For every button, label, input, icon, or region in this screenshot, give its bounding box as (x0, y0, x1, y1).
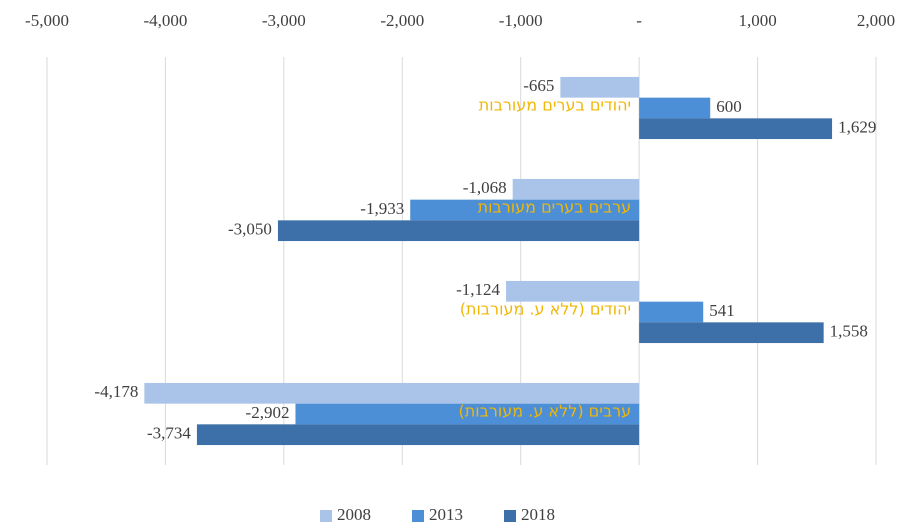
legend-swatch (412, 510, 424, 522)
bar (512, 178, 640, 200)
legend-swatch (320, 510, 332, 522)
data-label: 1,629 (838, 118, 876, 137)
data-label: -1,068 (463, 178, 507, 197)
bar (560, 76, 640, 98)
x-tick-label: -4,000 (143, 11, 187, 30)
x-tick-label: -2,000 (380, 11, 424, 30)
category-label: יהודים בערים מעורבות (479, 96, 631, 115)
bar (144, 382, 640, 404)
x-tick-label: -5,000 (25, 11, 69, 30)
bar (639, 118, 833, 140)
legend-label: 2008 (337, 505, 371, 524)
bar (410, 199, 640, 221)
data-label: -2,902 (246, 403, 290, 422)
data-label: -665 (523, 76, 554, 95)
data-label: -1,124 (456, 280, 500, 299)
data-label: -1,933 (360, 199, 404, 218)
bar (639, 97, 711, 119)
x-tick-label: -1,000 (499, 11, 543, 30)
bar (295, 403, 640, 425)
bar (196, 424, 640, 446)
legend-swatch (504, 510, 516, 522)
category-label: יהודים (ללא ע. מעורבות) (460, 300, 631, 319)
x-tick-label: -3,000 (262, 11, 306, 30)
data-label: 1,558 (830, 322, 868, 341)
data-label: -3,050 (228, 220, 272, 239)
x-tick-label: 1,000 (738, 11, 776, 30)
bar (506, 280, 640, 302)
bar (277, 220, 640, 242)
data-label: -3,734 (147, 424, 191, 443)
data-label: 600 (716, 97, 742, 116)
bar (639, 301, 704, 323)
x-tick-label: - (636, 11, 642, 30)
data-label: 541 (709, 301, 735, 320)
bar (639, 322, 824, 344)
category-label: ערבים (ללא ע. מעורבות) (459, 402, 632, 421)
x-tick-label: 2,000 (857, 11, 895, 30)
legend-label: 2018 (521, 505, 555, 524)
category-label: ערבים בערים מעורבות (478, 198, 632, 217)
legend-label: 2013 (429, 505, 463, 524)
data-label: -4,178 (94, 382, 138, 401)
